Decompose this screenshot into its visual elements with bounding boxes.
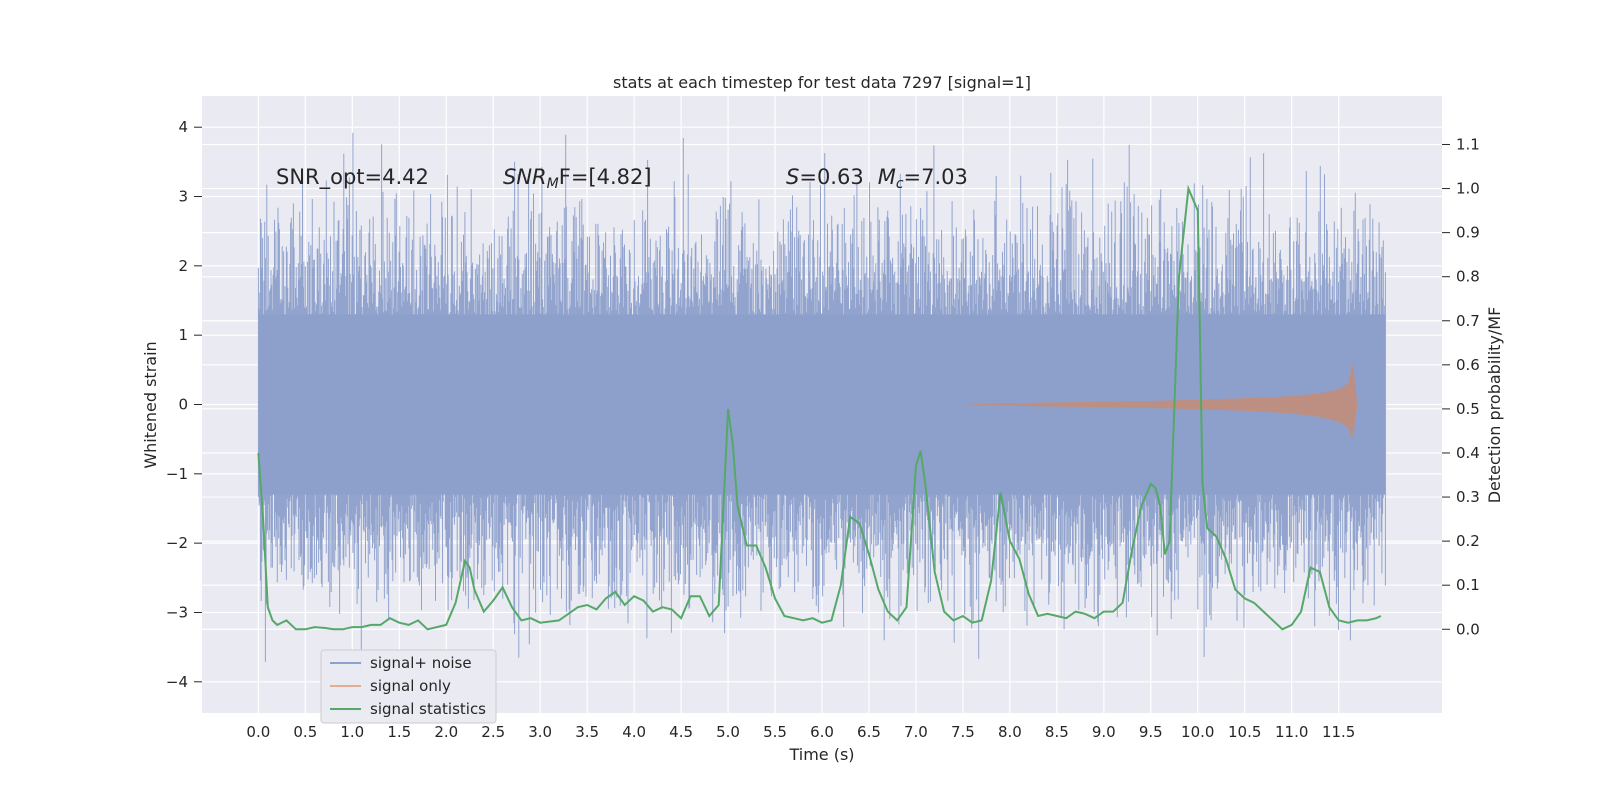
x-tick-label: 2.5 <box>481 723 505 741</box>
x-tick-label: 9.5 <box>1139 723 1163 741</box>
mc-sub: c <box>896 176 904 192</box>
annotation-s-mc: S=0.63 Mc=7.03 <box>786 165 968 192</box>
x-tick-label: 11.0 <box>1275 723 1308 741</box>
y-tick-label: −3 <box>166 603 188 621</box>
y-tick-label: 1 <box>178 326 188 344</box>
x-tick-label: 7.0 <box>904 723 928 741</box>
y2-tick-label: 0.8 <box>1456 268 1480 286</box>
x-tick-label: 8.5 <box>1045 723 1069 741</box>
y2-axis-label: Detection probability/MF <box>1485 307 1504 504</box>
x-tick-label: 6.5 <box>857 723 881 741</box>
y2-tick-label: 0.7 <box>1456 312 1480 330</box>
mc-sym: M <box>878 165 896 189</box>
snr-mf-base: SNR <box>503 165 547 189</box>
statistics-line <box>257 184 1382 631</box>
x-tick-label: 10.5 <box>1228 723 1261 741</box>
noise-trace <box>257 132 1386 673</box>
legend-label-noise: signal+ noise <box>370 654 472 672</box>
y-tick-label: −2 <box>166 534 188 552</box>
chart-title: stats at each timestep for test data 729… <box>613 73 1031 92</box>
x-tick-label: 7.5 <box>951 723 975 741</box>
y2-axis-ticks: 1.1 1.0 0.9 0.8 0.7 0.6 0.5 0.4 0.3 0.2 0.1 0.0 <box>1442 135 1480 638</box>
x-tick-label: 10.0 <box>1181 723 1214 741</box>
x-tick-label: 3.5 <box>575 723 599 741</box>
y-tick-label: 4 <box>178 118 188 136</box>
annotation-snr-opt: SNR_opt=4.42 <box>276 165 429 190</box>
x-axis-ticks: 0.0 0.5 1.0 1.5 2.0 2.5 3.0 3.5 4.0 4.5 5.0 5.5 6.0 6… <box>246 723 1355 741</box>
x-tick-label: 1.5 <box>387 723 411 741</box>
y2-tick-label: 1.1 <box>1456 135 1480 153</box>
y2-tick-label: 0.9 <box>1456 224 1480 242</box>
y2-tick-label: 0.6 <box>1456 356 1480 374</box>
x-tick-label: 9.0 <box>1092 723 1116 741</box>
x-tick-label: 0.5 <box>293 723 317 741</box>
mc-val: =7.03 <box>904 165 968 189</box>
snr-mf-sub: M <box>547 176 559 192</box>
x-axis-label: Time (s) <box>788 745 854 764</box>
x-tick-label: 4.5 <box>669 723 693 741</box>
y2-tick-label: 0.5 <box>1456 400 1480 418</box>
y-tick-label: −1 <box>166 465 188 483</box>
x-tick-label: 8.0 <box>998 723 1022 741</box>
y-tick-label: 3 <box>178 188 188 206</box>
y-axis-ticks: 4 3 2 1 0 −1 −2 −3 −4 <box>166 118 202 691</box>
x-tick-label: 0.0 <box>246 723 270 741</box>
y2-tick-label: 0.1 <box>1456 576 1480 594</box>
y2-tick-label: 0.2 <box>1456 532 1480 550</box>
y2-tick-label: 0.4 <box>1456 444 1480 462</box>
x-tick-label: 5.0 <box>716 723 740 741</box>
legend-box <box>320 649 497 724</box>
x-tick-label: 1.0 <box>340 723 364 741</box>
signal-only-series <box>962 362 1358 440</box>
s-val: =0.63 <box>799 165 863 189</box>
snr-mf-rest: F=[4.82] <box>559 165 652 189</box>
y2-tick-label: 1.0 <box>1456 180 1480 198</box>
y2-tick-label: 0.0 <box>1456 620 1480 638</box>
legend-label-stats: signal statistics <box>370 700 486 718</box>
annotation-snr-mf: SNRMF=[4.82] <box>503 165 652 192</box>
y-tick-label: 0 <box>178 396 188 414</box>
x-tick-label: 6.0 <box>810 723 834 741</box>
x-tick-label: 4.0 <box>622 723 646 741</box>
s-sym: S <box>786 165 799 189</box>
legend-label-signal: signal only <box>370 677 451 695</box>
signal-envelope <box>962 362 1358 440</box>
signal-statistics-series <box>257 184 1382 631</box>
x-tick-label: 2.0 <box>434 723 458 741</box>
x-tick-label: 11.5 <box>1322 723 1355 741</box>
y2-tick-label: 0.3 <box>1456 488 1480 506</box>
legend: signal+ noise signal only signal statist… <box>320 649 497 724</box>
x-tick-label: 3.0 <box>528 723 552 741</box>
x-tick-label: 5.5 <box>763 723 787 741</box>
y-tick-label: 2 <box>178 257 188 275</box>
y-axis-label: Whitened strain <box>141 341 160 468</box>
y-tick-label: −4 <box>166 673 188 691</box>
